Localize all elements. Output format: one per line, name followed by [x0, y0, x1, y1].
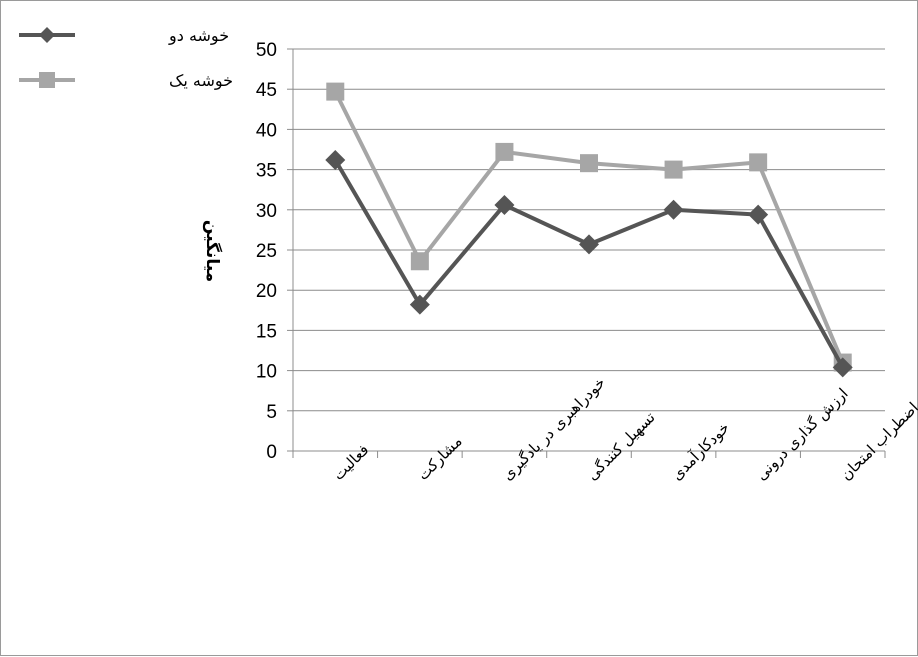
data-point [410, 252, 429, 271]
y-tick-label: 5 [266, 402, 277, 423]
data-point [664, 160, 683, 179]
data-point [749, 153, 768, 172]
x-tick-label: تسهیل کنندگی [583, 408, 659, 484]
data-point [325, 149, 346, 170]
y-axis-label: میانگین [202, 220, 223, 282]
y-tick-label: 40 [256, 120, 277, 141]
x-tick-label: ارزش گذاری درونی [752, 384, 851, 483]
data-point [409, 294, 430, 315]
data-point [580, 154, 598, 173]
data-point [326, 82, 345, 101]
y-tick-label: 25 [256, 241, 277, 262]
x-tick-label: مشارکت [414, 432, 466, 484]
x-tick-label: اضطراب امتحان [837, 399, 918, 484]
y-axis-label-group: میانگین [202, 220, 223, 282]
data-point [579, 234, 599, 255]
y-tick-label: 20 [256, 281, 277, 302]
data-point [494, 194, 515, 215]
data-point [832, 357, 853, 378]
y-tick-label: 15 [256, 321, 277, 342]
y-tick-label: 45 [256, 80, 277, 101]
y-tick-label: 0 [266, 442, 277, 463]
x-tick-label: فعالیت [329, 441, 372, 484]
legend-label: خوشه یک [169, 71, 233, 91]
legend-marker [39, 72, 55, 88]
data-point [495, 142, 514, 161]
data-point [748, 204, 769, 225]
y-tick-label: 35 [256, 161, 277, 182]
y-tick-label: 50 [256, 40, 277, 61]
legend-marker [39, 27, 55, 43]
y-tick-label: 10 [256, 362, 277, 383]
data-point [663, 199, 684, 220]
y-tick-label: 30 [256, 201, 277, 222]
legend: خوشه دو خوشه یک [19, 26, 233, 91]
series [325, 82, 853, 378]
legend-label: خوشه دو [168, 26, 229, 46]
